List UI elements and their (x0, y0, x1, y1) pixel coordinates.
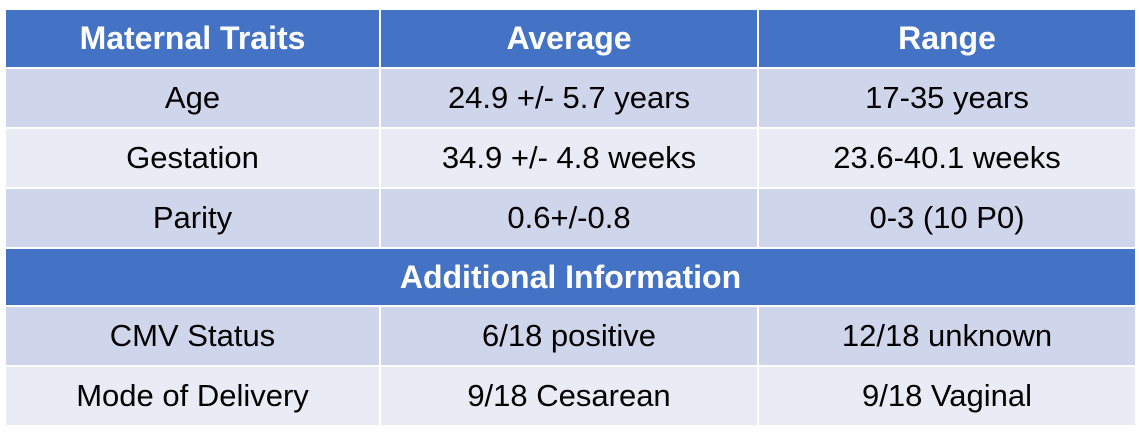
maternal-traits-table-container: Maternal Traits Average Range Age 24.9 +… (4, 8, 1137, 427)
table-row: CMV Status 6/18 positive 12/18 unknown (4, 305, 1137, 367)
cell-trait: Parity (4, 187, 381, 249)
header-maternal-traits: Maternal Traits (4, 8, 381, 69)
section-header-row: Additional Information (4, 247, 1137, 307)
cell-range: 0-3 (10 P0) (757, 187, 1137, 249)
header-average: Average (379, 8, 759, 69)
cell-average: 9/18 Cesarean (379, 365, 759, 427)
cell-trait: Age (4, 67, 381, 129)
table-row: Parity 0.6+/-0.8 0-3 (10 P0) (4, 187, 1137, 249)
cell-average: 34.9 +/- 4.8 weeks (379, 127, 759, 189)
cell-trait: Mode of Delivery (4, 365, 381, 427)
cell-average: 24.9 +/- 5.7 years (379, 67, 759, 129)
table-row: Age 24.9 +/- 5.7 years 17-35 years (4, 67, 1137, 129)
cell-range: 9/18 Vaginal (757, 365, 1137, 427)
table-row: Gestation 34.9 +/- 4.8 weeks 23.6-40.1 w… (4, 127, 1137, 189)
cell-trait: Gestation (4, 127, 381, 189)
cell-average: 0.6+/-0.8 (379, 187, 759, 249)
section-title-additional-information: Additional Information (4, 247, 1137, 307)
table-header-row: Maternal Traits Average Range (4, 8, 1137, 69)
cell-range: 17-35 years (757, 67, 1137, 129)
cell-range: 12/18 unknown (757, 305, 1137, 367)
table-row: Mode of Delivery 9/18 Cesarean 9/18 Vagi… (4, 365, 1137, 427)
cell-range: 23.6-40.1 weeks (757, 127, 1137, 189)
cell-trait: CMV Status (4, 305, 381, 367)
header-range: Range (757, 8, 1137, 69)
cell-average: 6/18 positive (379, 305, 759, 367)
maternal-traits-table: Maternal Traits Average Range Age 24.9 +… (4, 8, 1137, 427)
